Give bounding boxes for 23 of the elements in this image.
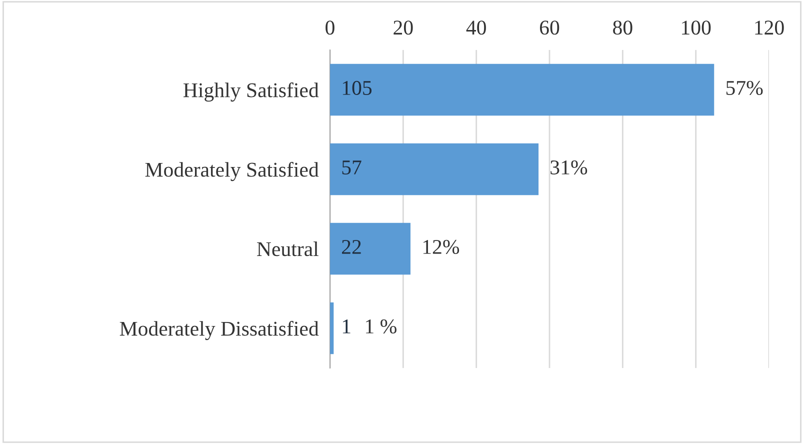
x-tick-label: 60: [540, 20, 560, 35]
x-tick-label: 80: [613, 20, 632, 35]
y-tick-label: Moderately Satisfied: [145, 162, 319, 182]
y-tick-label: Neutral: [257, 242, 318, 256]
x-tick-label: 20: [394, 20, 413, 35]
annotation: 31%: [550, 160, 588, 175]
bar: [330, 143, 539, 196]
bar: [330, 64, 714, 116]
x-tick-label: 100: [682, 20, 711, 35]
data-label: 1: [342, 320, 350, 334]
x-tick-label: 120: [755, 20, 784, 35]
annotation: 57%: [726, 80, 763, 96]
annotation: 12%: [423, 240, 460, 254]
y-tick-label: Highly Satisfied: [184, 82, 319, 102]
y-tick-label: Moderately Dissatisfied: [120, 320, 319, 340]
bar: [330, 222, 410, 275]
bar: [330, 302, 334, 354]
x-tick-label: 40: [466, 20, 486, 35]
x-tick-label: 0: [326, 20, 334, 35]
data-label: 57: [342, 160, 362, 174]
data-label: 22: [342, 240, 361, 254]
annotation: 1 %: [366, 319, 396, 334]
data-label: 105: [342, 80, 372, 95]
